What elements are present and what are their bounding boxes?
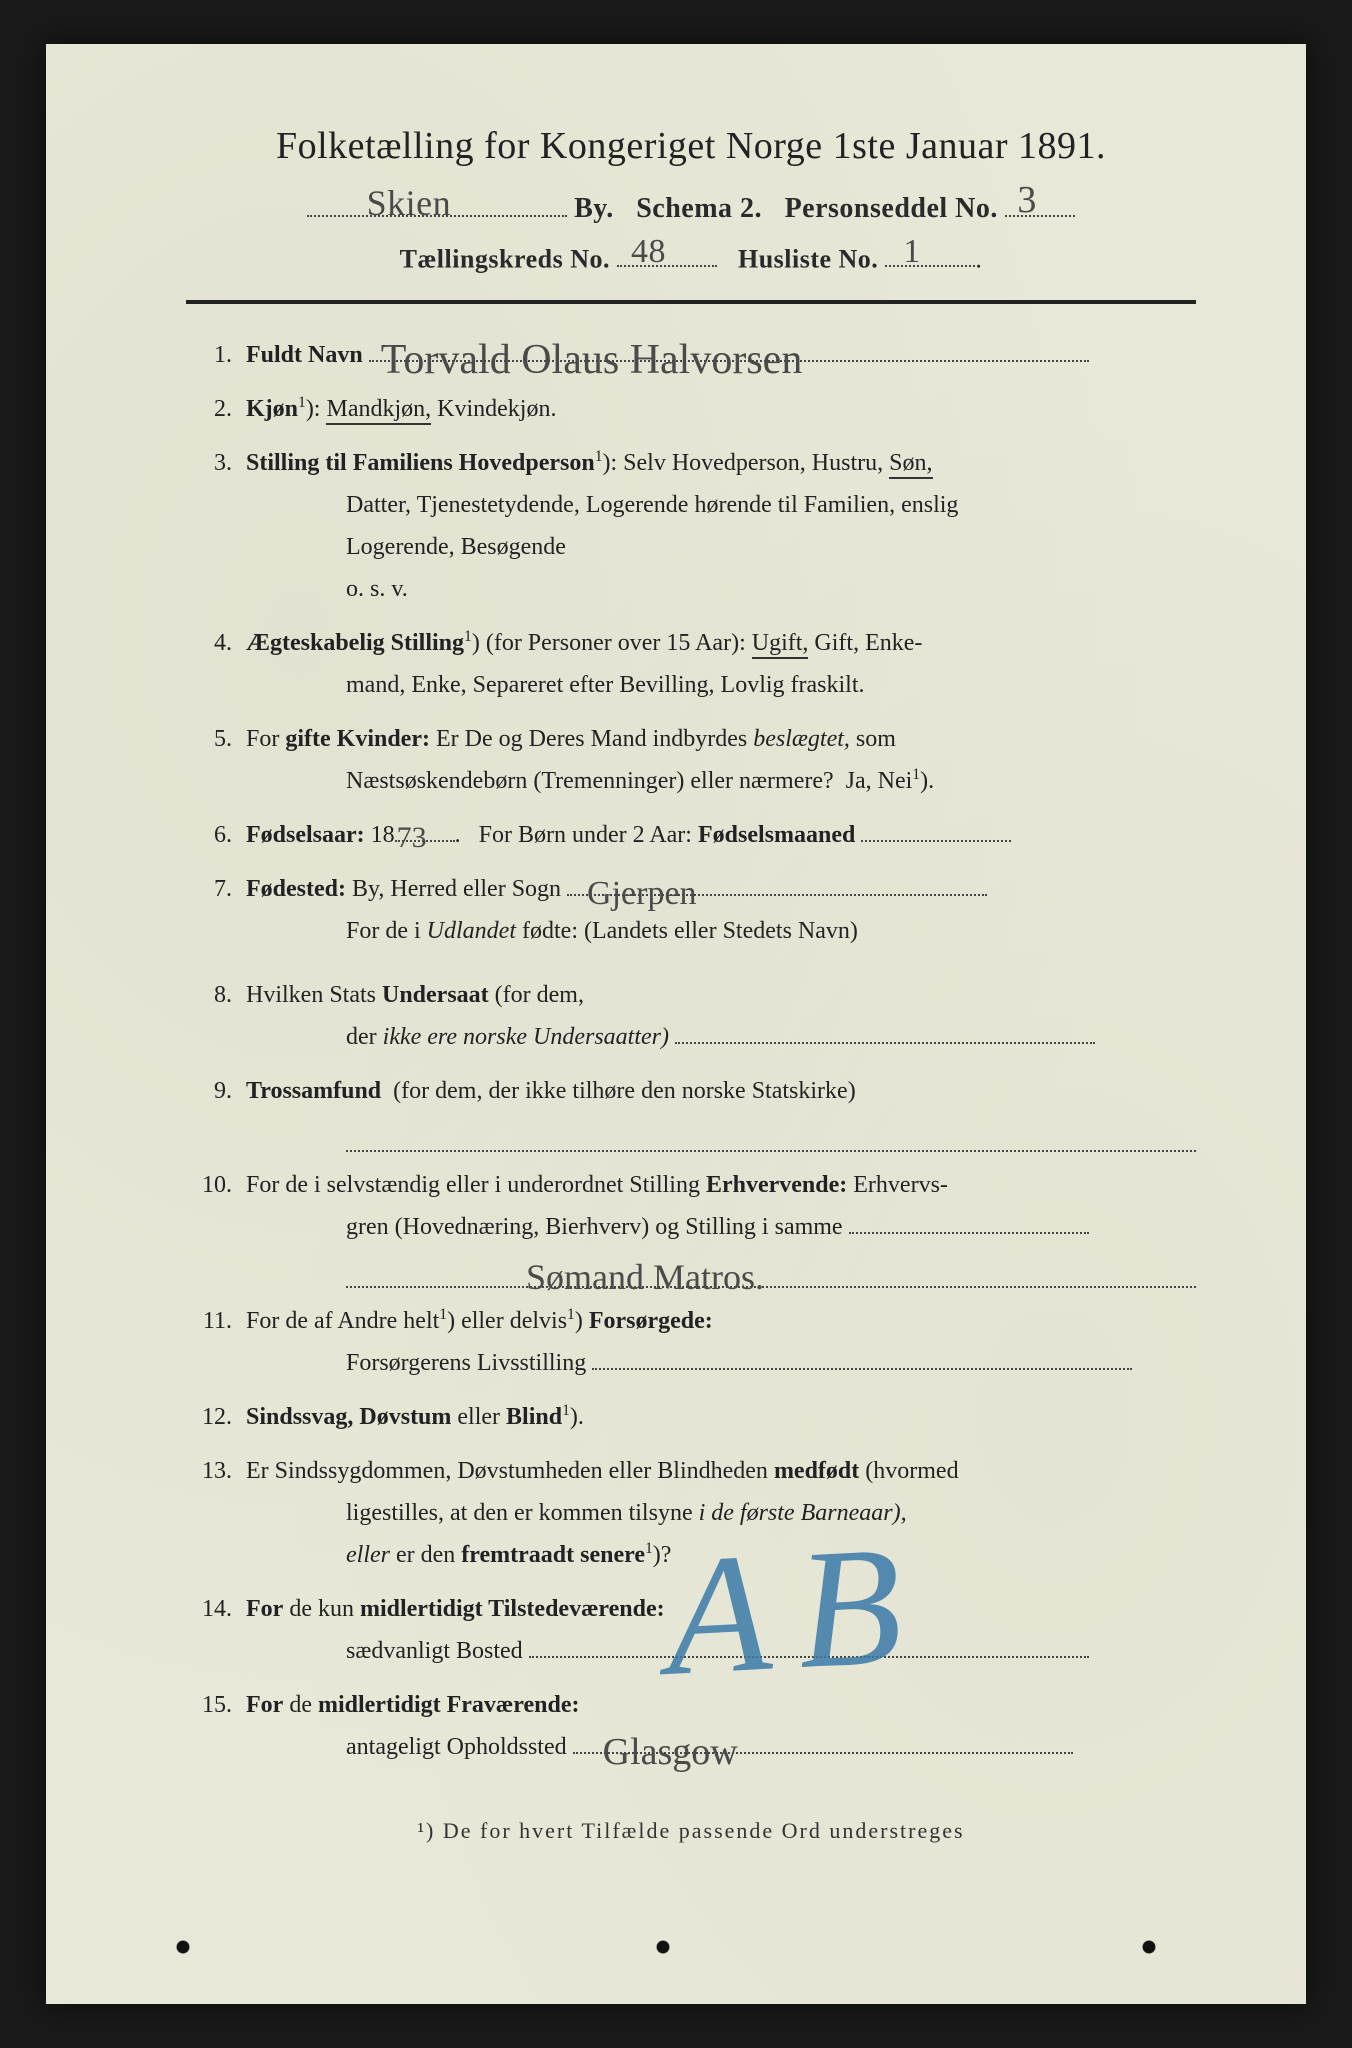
item-15-line2: antageligt Opholdssted Glasgow — [246, 1726, 1196, 1768]
item-10-line1a: For de i selvstændig eller i underordnet… — [246, 1172, 700, 1198]
birthplace-hand: Gjerpen — [587, 864, 697, 924]
punch-hole-icon — [1142, 1940, 1156, 1954]
item-8: Hvilken Stats Undersaat (for dem, der ik… — [186, 974, 1196, 1058]
item-10-bold: Erhvervende: — [706, 1172, 847, 1198]
item-8-bold: Undersaat — [382, 982, 489, 1008]
census-form-paper: Folketælling for Kongeriget Norge 1ste J… — [46, 44, 1306, 2004]
item-7-text: By, Herred eller Sogn — [352, 876, 561, 902]
selected-mandkjon: Mandkjøn, — [326, 396, 431, 425]
item-13-line1: Er Sindssygdommen, Døvstumheden eller Bl… — [246, 1458, 959, 1484]
punch-hole-icon — [656, 1940, 670, 1954]
item-2: Kjøn1): Mandkjøn, Kvindekjøn. — [186, 388, 1196, 430]
oppholdssted-hand: Glasgow — [603, 1719, 738, 1786]
header-line-2: Skien By. Schema 2. Personseddel No. 3 — [186, 186, 1196, 225]
item-15: For de midlertidigt Fraværende: antageli… — [186, 1684, 1196, 1768]
item-3: Stilling til Familiens Hovedperson1): Se… — [186, 442, 1196, 610]
divider — [186, 300, 1196, 304]
punch-hole-icon — [176, 1940, 190, 1954]
item-7-line2: For de i Udlandet fødte: (Landets eller … — [246, 910, 1196, 952]
header-line-3: Tællingskreds No. 48 Husliste No. 1 . — [186, 239, 1196, 275]
item-4: Ægteskabelig Stilling1) (for Personer ov… — [186, 622, 1196, 706]
item-11-line2: Forsørgerens Livsstilling — [246, 1342, 1196, 1384]
item-14: For de kun midlertidigt Tilstedeværende:… — [186, 1588, 1196, 1672]
item-10-line1b: Erhvervs- — [853, 1172, 948, 1198]
label-fodselsaar: Fødselsaar: — [246, 822, 365, 848]
year-prefix: 18 — [371, 822, 395, 848]
item-10-line2: gren (Hovednæring, Bierhverv) og Stillin… — [246, 1206, 1196, 1248]
item-3-line2: Datter, Tjenestetydende, Logerende høren… — [246, 484, 1196, 526]
item-8-line1b: (for dem, — [495, 982, 584, 1008]
label-trossamfund: Trossamfund — [246, 1078, 381, 1104]
item-12-text: Sindssvag, Døvstum — [246, 1404, 451, 1430]
item-13: Er Sindssygdommen, Døvstumheden eller Bl… — [186, 1450, 1196, 1576]
selected-ugift: Ugift, — [752, 630, 809, 659]
item-1: Fuldt Navn Torvald Olaus Halvorsen — [186, 334, 1196, 376]
item-8-line2: der ikke ere norske Undersaatter) — [246, 1016, 1196, 1058]
label-fodested: Fødested: — [246, 876, 346, 902]
item-9: Trossamfund (for dem, der ikke tilhøre d… — [186, 1070, 1196, 1152]
item-13-line3: eller er den fremtraadt senere1)? — [246, 1534, 1196, 1576]
label-kjon: Kjøn — [246, 396, 298, 422]
kreds-no: 48 — [631, 233, 666, 271]
label-personseddel: Personseddel No. — [785, 193, 998, 224]
item-5-italic: beslægtet, — [753, 726, 850, 752]
personseddel-no: 3 — [1017, 178, 1037, 222]
item-6: Fødselsaar: 1873. For Børn under 2 Aar: … — [186, 814, 1196, 856]
footnote: ¹) De for hvert Tilfælde passende Ord un… — [186, 1818, 1196, 1844]
item-5-line2: Næstsøskendebørn (Tremenninger) eller næ… — [246, 760, 1196, 802]
item-15-line1: For de midlertidigt Fraværende: — [246, 1692, 579, 1718]
selected-son: Søn, — [889, 450, 932, 479]
item-5-label: For gifte Kvinder: — [246, 726, 430, 752]
item-12: Sindssvag, Døvstum eller Blind1). — [186, 1396, 1196, 1438]
label-schema: Schema 2. — [636, 193, 762, 224]
item-14-line2: sædvanligt Bosted — [246, 1630, 1196, 1672]
label-husliste: Husliste No. — [738, 244, 878, 273]
husliste-no: 1 — [903, 233, 921, 271]
form-list: Fuldt Navn Torvald Olaus Halvorsen Kjøn1… — [186, 334, 1196, 1767]
item-11-line1: For de af Andre helt1) eller delvis1) Fo… — [246, 1308, 713, 1334]
label-navn: Fuldt Navn — [246, 342, 363, 368]
item-14-line1: For de kun midlertidigt Tilstedeværende: — [246, 1596, 665, 1622]
item-10-fill: Sømand Matros. — [346, 1254, 1196, 1288]
item-3-line4: o. s. v. — [246, 568, 1196, 610]
item-4-paren: (for Personer over 15 Aar): — [486, 630, 746, 656]
item-3-line3: Logerende, Besøgende — [246, 526, 1196, 568]
item-9-text: (for dem, der ikke tilhøre den norske St… — [393, 1078, 856, 1104]
label-by: By. — [574, 193, 614, 224]
item-10: For de i selvstændig eller i underordnet… — [186, 1164, 1196, 1288]
item-13-line2: ligestilles, at den er kommen tilsyne i … — [246, 1492, 1196, 1534]
item-5: For gifte Kvinder: Er De og Deres Mand i… — [186, 718, 1196, 802]
item-8-line1: Hvilken Stats — [246, 982, 376, 1008]
item-5-text2: som — [856, 726, 896, 752]
name-handwritten: Torvald Olaus Halvorsen — [381, 324, 803, 398]
label-kreds: Tællingskreds No. — [400, 244, 610, 273]
item-6-mid: For Børn under 2 Aar: — [479, 822, 692, 848]
label-stilling: Stilling til Familiens Hovedperson — [246, 450, 595, 476]
city-handwritten: Skien — [367, 182, 452, 224]
year-hand: 73 — [397, 812, 427, 865]
label-maaned: Fødselsmaaned — [698, 822, 855, 848]
item-7: Fødested: By, Herred eller Sogn Gjerpen … — [186, 868, 1196, 952]
item-5-text1: Er De og Deres Mand indbyrdes — [436, 726, 747, 752]
form-title: Folketælling for Kongeriget Norge 1ste J… — [186, 124, 1196, 168]
item-4-line2: mand, Enke, Separeret efter Bevilling, L… — [246, 664, 1196, 706]
label-aegteskab: Ægteskabelig Stilling — [246, 630, 464, 656]
item-9-fill — [346, 1118, 1196, 1152]
item-11: For de af Andre helt1) eller delvis1) Fo… — [186, 1300, 1196, 1384]
